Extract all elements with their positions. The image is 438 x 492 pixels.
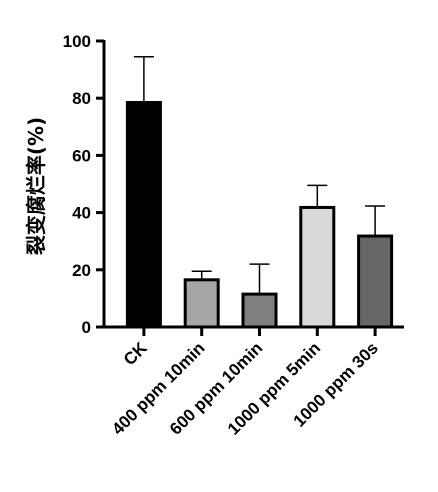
y-axis-title: 裂变腐烂率(%)	[24, 117, 48, 255]
y-tick-label: 20	[72, 261, 91, 280]
category-label: CK	[120, 338, 151, 369]
y-tick-label: 80	[72, 89, 91, 108]
y-tick-label: 40	[72, 204, 91, 223]
bar	[241, 292, 278, 329]
y-tick-label: 100	[63, 32, 91, 51]
error-bars	[133, 55, 386, 295]
y-tick-label: 60	[72, 146, 91, 165]
bar	[183, 278, 220, 329]
bar	[299, 205, 336, 329]
bar	[357, 234, 394, 329]
y-tick-label: 0	[82, 318, 91, 337]
bars	[125, 100, 394, 329]
bar	[125, 100, 162, 329]
y-axis: 0 20 40 60 80 100	[63, 32, 106, 337]
